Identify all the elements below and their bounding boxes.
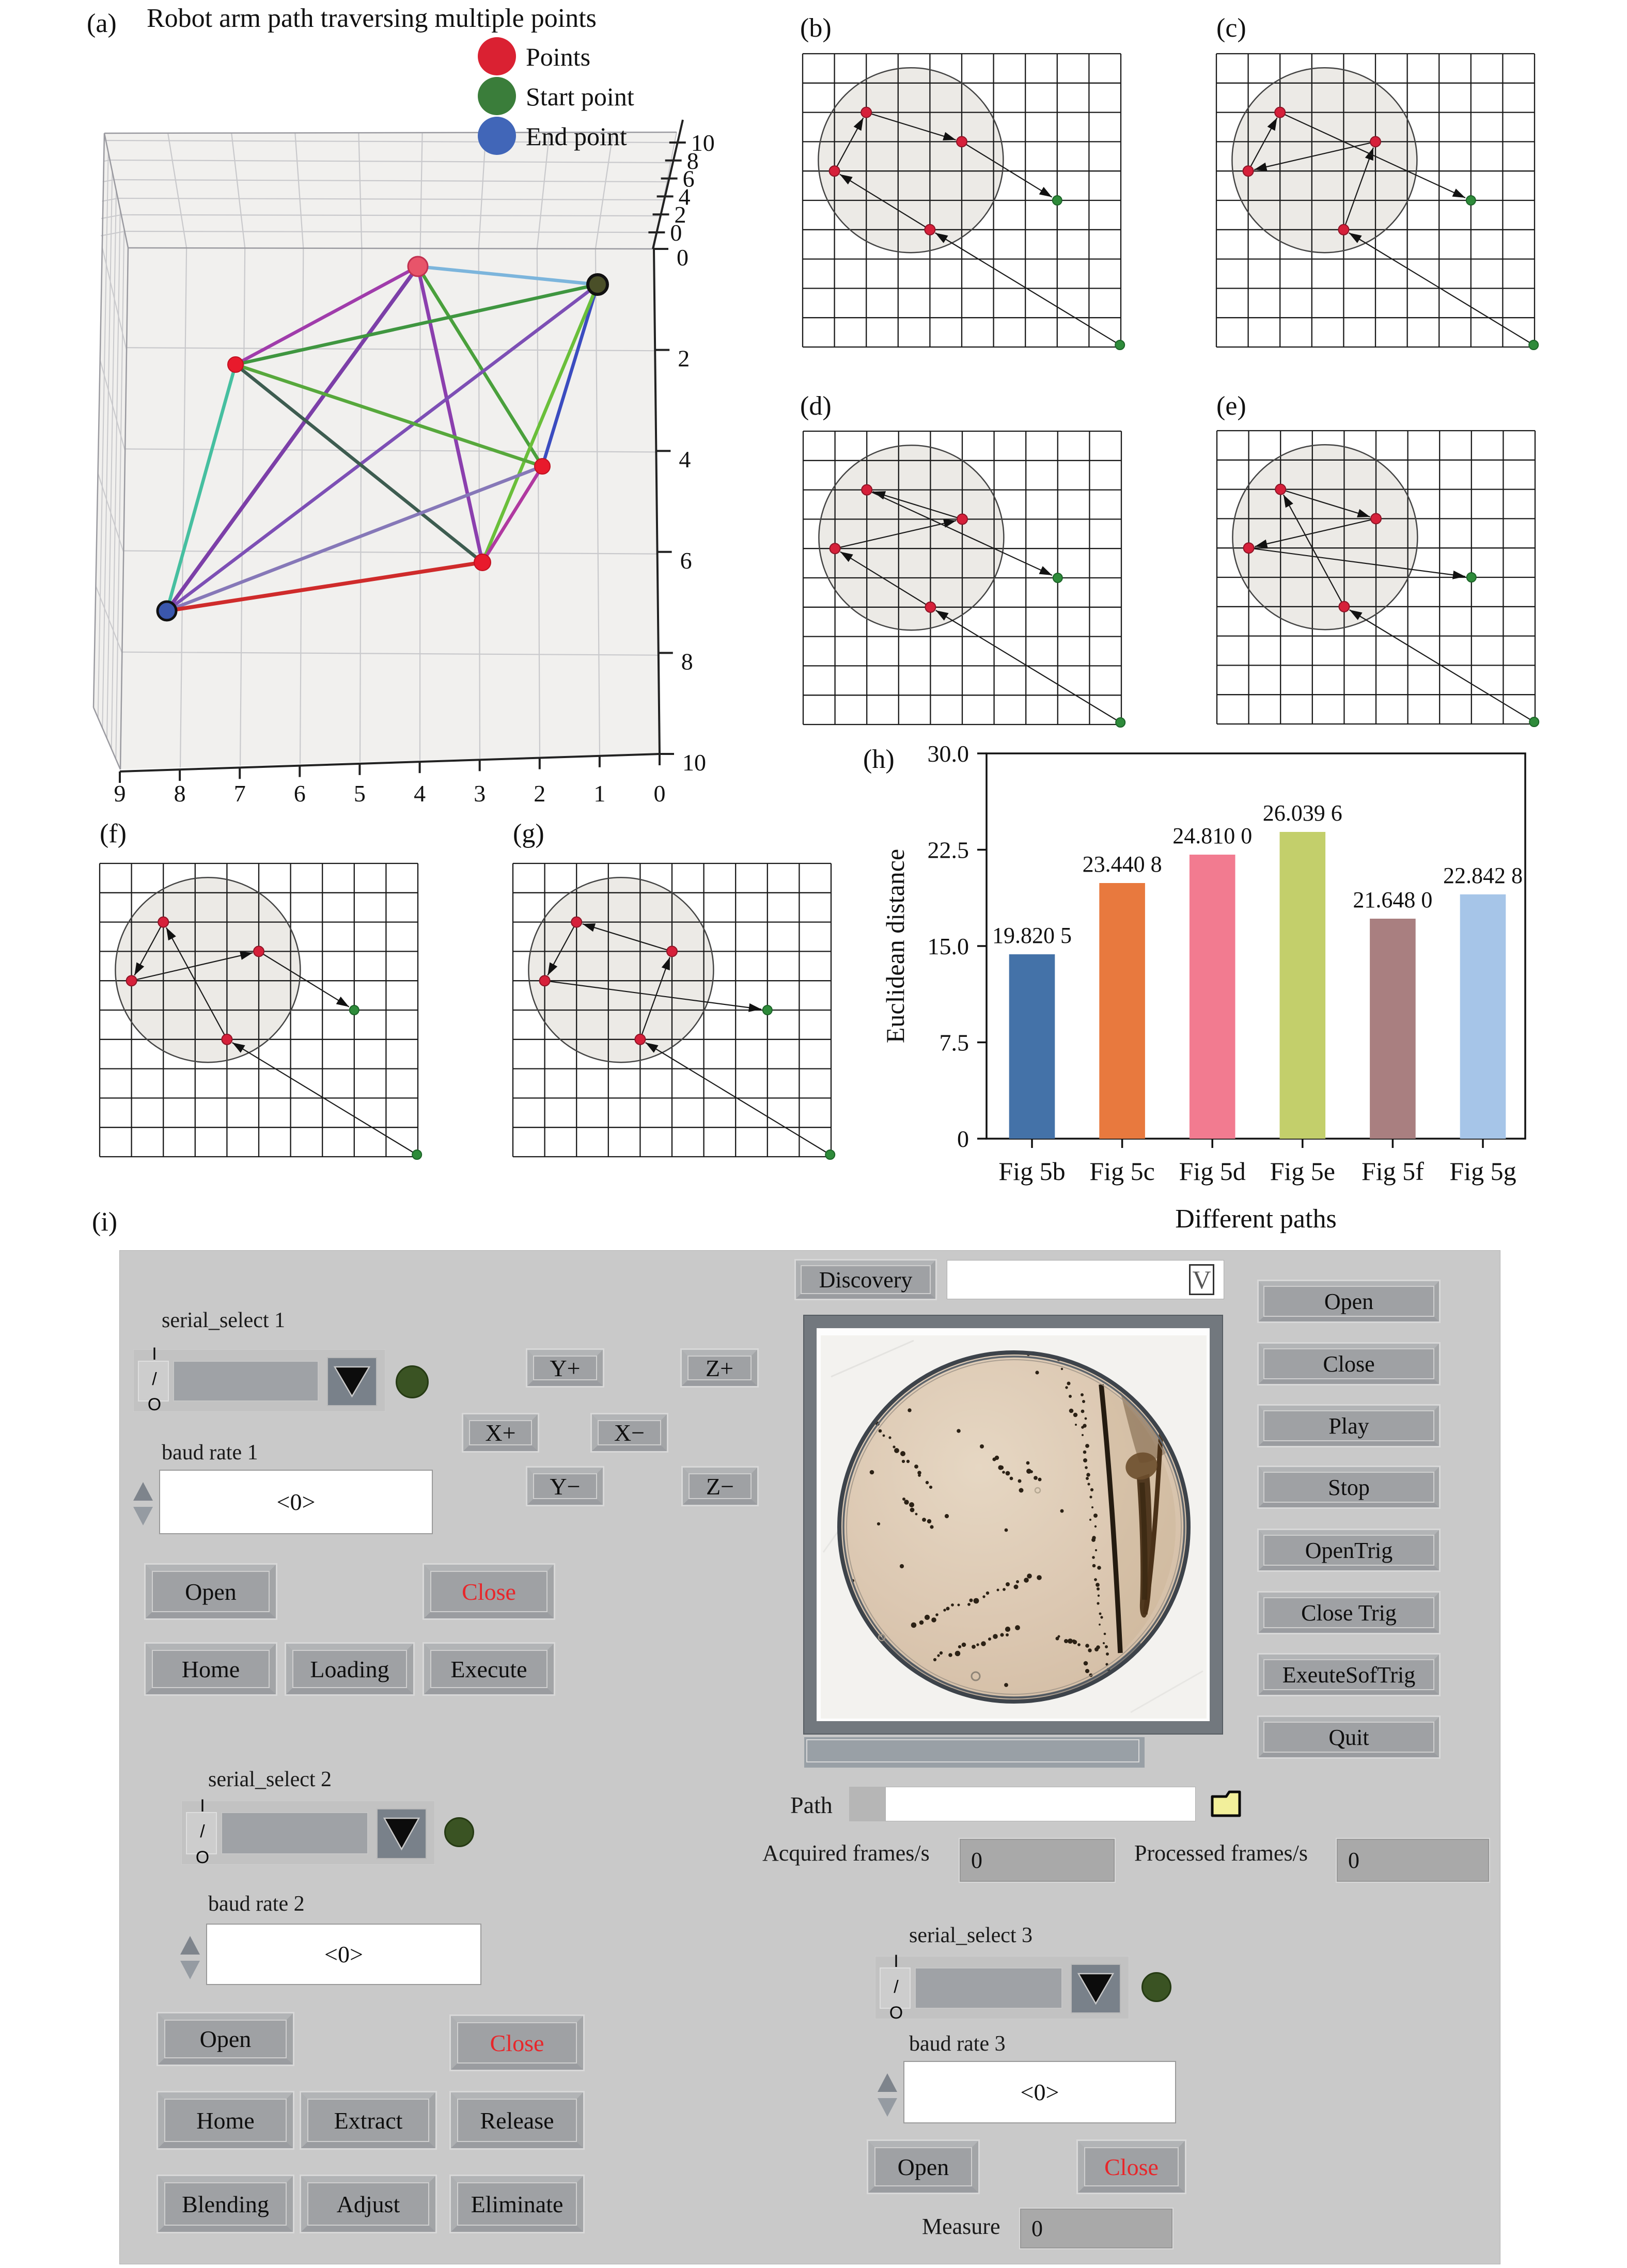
svg-text:15.0: 15.0 bbox=[928, 933, 969, 959]
svg-text:21.648 0: 21.648 0 bbox=[1353, 887, 1432, 912]
svg-text:Robot arm path traversing mult: Robot arm path traversing multiple point… bbox=[147, 4, 597, 33]
svg-text:9: 9 bbox=[114, 780, 126, 807]
svg-text:4: 4 bbox=[679, 446, 691, 472]
svg-text:0: 0 bbox=[670, 219, 682, 246]
svg-text:Fig 5b: Fig 5b bbox=[998, 1157, 1065, 1186]
svg-text:23.440 8: 23.440 8 bbox=[1083, 852, 1162, 877]
svg-text:(a): (a) bbox=[87, 9, 117, 38]
svg-text:8: 8 bbox=[174, 780, 186, 807]
svg-text:22.5: 22.5 bbox=[928, 837, 969, 863]
svg-text:Fig 5g: Fig 5g bbox=[1449, 1157, 1516, 1186]
svg-text:6: 6 bbox=[683, 166, 695, 192]
svg-text:Different paths: Different paths bbox=[1175, 1204, 1336, 1234]
svg-text:0: 0 bbox=[677, 244, 689, 271]
svg-text:Euclidean distance: Euclidean distance bbox=[881, 849, 910, 1043]
svg-text:6: 6 bbox=[680, 547, 692, 574]
svg-text:2: 2 bbox=[678, 345, 690, 372]
svg-text:30.0: 30.0 bbox=[928, 741, 969, 767]
svg-text:Fig 5c: Fig 5c bbox=[1089, 1157, 1154, 1186]
svg-text:Fig 5f: Fig 5f bbox=[1362, 1157, 1424, 1186]
svg-text:4: 4 bbox=[679, 183, 691, 210]
svg-text:10: 10 bbox=[682, 749, 706, 776]
svg-text:8: 8 bbox=[687, 148, 699, 174]
svg-text:Points: Points bbox=[526, 42, 590, 71]
svg-text:0: 0 bbox=[957, 1126, 969, 1152]
svg-text:19.820 5: 19.820 5 bbox=[992, 923, 1072, 948]
svg-text:5: 5 bbox=[354, 780, 366, 807]
svg-text:2: 2 bbox=[675, 201, 686, 228]
svg-text:26.039 6: 26.039 6 bbox=[1263, 800, 1342, 826]
svg-text:4: 4 bbox=[414, 780, 426, 807]
svg-text:3: 3 bbox=[474, 780, 486, 807]
svg-text:Start point: Start point bbox=[526, 82, 634, 111]
svg-text:Fig 5d: Fig 5d bbox=[1179, 1157, 1246, 1186]
svg-text:2: 2 bbox=[534, 780, 545, 807]
svg-text:22.842 8: 22.842 8 bbox=[1443, 863, 1523, 888]
svg-text:8: 8 bbox=[681, 648, 693, 674]
svg-text:0: 0 bbox=[654, 780, 666, 807]
svg-text:6: 6 bbox=[294, 780, 306, 807]
svg-text:7: 7 bbox=[234, 780, 246, 807]
svg-text:10: 10 bbox=[691, 130, 715, 156]
svg-text:Fig 5e: Fig 5e bbox=[1270, 1157, 1335, 1186]
svg-text:7.5: 7.5 bbox=[940, 1030, 969, 1056]
svg-text:24.810 0: 24.810 0 bbox=[1172, 823, 1252, 848]
svg-text:1: 1 bbox=[593, 780, 605, 807]
svg-text:End point: End point bbox=[526, 122, 627, 151]
